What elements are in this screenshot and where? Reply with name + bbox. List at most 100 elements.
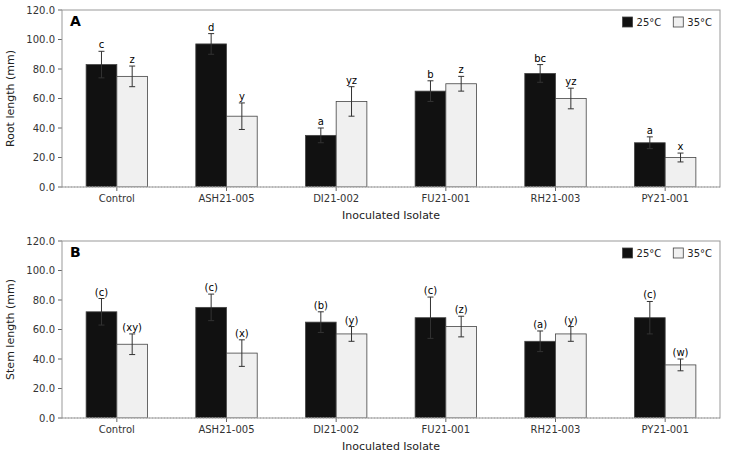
x-tick-label: ASH21-005 <box>198 424 254 435</box>
bar-annotation: b <box>427 69 433 80</box>
panel: 0.020.040.060.080.0100.0120.0ControlASH2… <box>4 5 720 223</box>
error-bar <box>647 301 653 333</box>
error-bar <box>98 51 104 78</box>
bar-annotation: (z) <box>455 304 468 315</box>
x-tick <box>665 187 666 191</box>
error-bar <box>98 299 104 326</box>
error-bar <box>239 340 245 367</box>
bar <box>117 344 148 418</box>
error-bar <box>537 65 543 83</box>
bar-annotation: (x) <box>235 328 249 339</box>
error-bar <box>678 359 684 371</box>
x-tick <box>226 418 227 422</box>
y-tick <box>58 418 62 419</box>
bar <box>86 65 117 187</box>
panel: 0.020.040.060.080.0100.0120.0ControlASH2… <box>4 236 720 454</box>
y-tick <box>58 98 62 99</box>
y-axis-label: Stem length (mm) <box>4 279 17 380</box>
y-tick-label: 60.0 <box>33 93 55 104</box>
error-bar <box>427 81 433 102</box>
bar-annotation: z <box>459 64 464 75</box>
bar-annotation: (c) <box>424 285 437 296</box>
bar-annotation: (b) <box>314 300 328 311</box>
y-tick-label: 0.0 <box>39 182 55 193</box>
y-tick-label: 80.0 <box>33 64 55 75</box>
bar <box>117 76 148 187</box>
x-tick <box>226 187 227 191</box>
x-tick-label: DI21-002 <box>313 193 359 204</box>
bar-annotation: (c) <box>204 282 217 293</box>
x-tick-label: RH21-003 <box>531 424 581 435</box>
legend-swatch <box>623 17 633 27</box>
legend-label: 35°C <box>687 17 712 28</box>
y-tick <box>58 39 62 40</box>
y-tick <box>58 270 62 271</box>
y-tick <box>58 241 62 242</box>
x-tick <box>116 187 117 191</box>
legend-swatch <box>673 17 683 27</box>
y-tick-label: 40.0 <box>33 354 55 365</box>
y-tick <box>58 157 62 158</box>
y-axis-label: Root length (mm) <box>4 50 17 147</box>
bar-annotation: a <box>647 125 653 136</box>
x-tick-label: PY21-001 <box>641 193 688 204</box>
error-bar <box>647 137 653 149</box>
error-bar <box>458 316 464 337</box>
x-tick <box>336 187 337 191</box>
legend-label: 25°C <box>637 248 662 259</box>
error-bar <box>208 34 214 55</box>
y-tick-label: 120.0 <box>26 236 55 247</box>
y-tick-label: 40.0 <box>33 123 55 134</box>
bar <box>446 327 477 418</box>
annotations: cdabbcazyyzzyzx <box>99 22 684 152</box>
bar-annotation: (a) <box>533 319 547 330</box>
x-tick <box>336 418 337 422</box>
error-bar <box>239 103 245 130</box>
bar-annotation: c <box>99 39 105 50</box>
error-bar <box>318 312 324 333</box>
y-tick-label: 120.0 <box>26 5 55 16</box>
bar-annotation: (c) <box>95 287 108 298</box>
panel-title: A <box>70 13 81 29</box>
y-tick <box>58 388 62 389</box>
x-tick-label: FU21-001 <box>422 193 471 204</box>
plot-frame <box>62 10 720 187</box>
x-tick-label: Control <box>99 193 135 204</box>
bar <box>415 91 446 187</box>
error-bar <box>568 88 574 109</box>
bar <box>525 341 556 418</box>
bar-annotation: (y) <box>345 315 359 326</box>
legend: 25°C35°C <box>623 248 712 259</box>
error-bar <box>427 297 433 338</box>
x-axis-label: Inoculated Isolate <box>342 209 440 222</box>
y-tick <box>58 359 62 360</box>
y-tick-label: 100.0 <box>26 34 55 45</box>
y-tick <box>58 187 62 188</box>
error-bar <box>349 87 355 117</box>
y-tick-label: 20.0 <box>33 152 55 163</box>
bar-annotation: z <box>130 54 135 65</box>
bar-annotation: y <box>239 91 245 102</box>
y-tick-label: 60.0 <box>33 324 55 335</box>
y-tick <box>58 10 62 11</box>
y-tick <box>58 128 62 129</box>
bars <box>86 34 696 187</box>
x-tick <box>445 187 446 191</box>
bar <box>196 44 227 187</box>
bar-annotation: x <box>678 141 684 152</box>
bar <box>196 307 227 418</box>
bar <box>305 322 336 418</box>
error-bar <box>568 327 574 342</box>
error-bar <box>318 128 324 143</box>
x-tick <box>665 418 666 422</box>
bar-annotation: (xy) <box>122 322 142 333</box>
y-tick-label: 0.0 <box>39 413 55 424</box>
bar-annotation: a <box>318 116 324 127</box>
x-tick-label: Control <box>99 424 135 435</box>
error-bar <box>458 76 464 91</box>
y-tick-label: 20.0 <box>33 383 55 394</box>
bar <box>556 334 587 418</box>
bar <box>556 99 587 188</box>
x-tick <box>445 418 446 422</box>
y-tick <box>58 69 62 70</box>
